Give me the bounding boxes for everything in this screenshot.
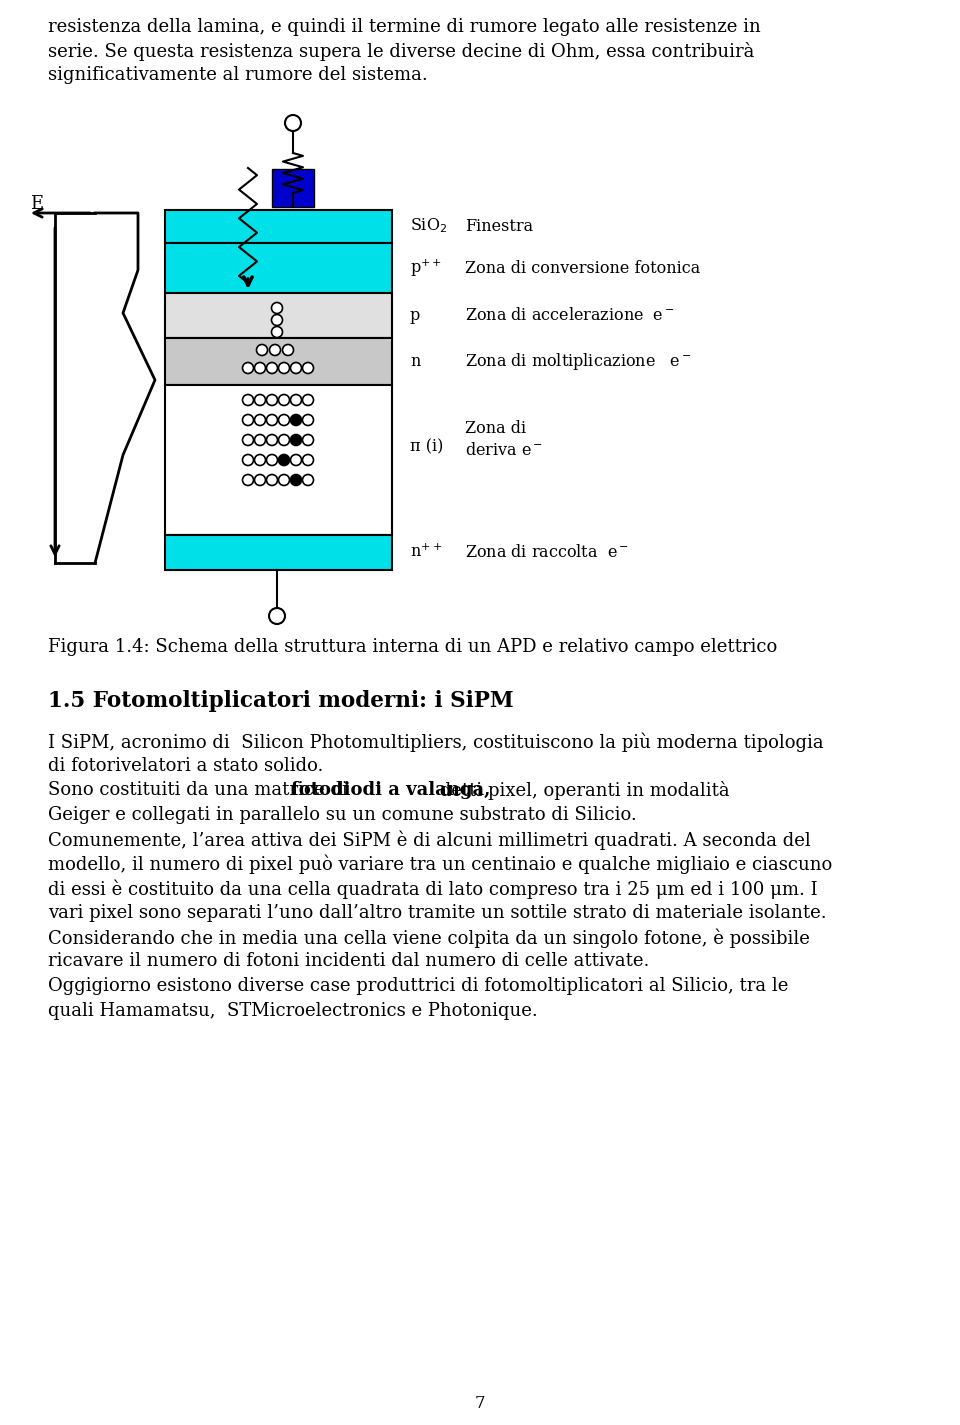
Text: Zona di accelerazione  e$^-$: Zona di accelerazione e$^-$ <box>465 306 675 323</box>
Text: vari pixel sono separati l’uno dall’altro tramite un sottile strato di materiale: vari pixel sono separati l’uno dall’altr… <box>48 903 827 922</box>
Circle shape <box>269 608 285 624</box>
Text: Zona di raccolta  e$^-$: Zona di raccolta e$^-$ <box>465 543 629 560</box>
Circle shape <box>243 435 253 446</box>
Text: di fotorivelatori a stato solido.: di fotorivelatori a stato solido. <box>48 757 324 775</box>
Text: Considerando che in media una cella viene colpita da un singolo fotone, è possib: Considerando che in media una cella vien… <box>48 928 810 948</box>
Circle shape <box>282 345 294 355</box>
Text: deriva e$^-$: deriva e$^-$ <box>465 442 543 459</box>
Text: quali Hamamatsu,  STMicroelectronics e Photonique.: quali Hamamatsu, STMicroelectronics e Ph… <box>48 1002 538 1019</box>
Text: I SiPM, acronimo di  Silicon Photomultipliers, costituiscono la più moderna tipo: I SiPM, acronimo di Silicon Photomultipl… <box>48 732 824 751</box>
Circle shape <box>278 455 290 466</box>
Bar <box>165 209 392 244</box>
Circle shape <box>302 362 314 373</box>
Circle shape <box>254 362 266 373</box>
Circle shape <box>278 435 290 446</box>
Circle shape <box>254 475 266 486</box>
Circle shape <box>267 415 277 426</box>
Circle shape <box>243 455 253 466</box>
Circle shape <box>270 345 280 355</box>
Circle shape <box>291 455 301 466</box>
Circle shape <box>291 395 301 406</box>
Circle shape <box>254 395 266 406</box>
Text: E: E <box>30 195 43 212</box>
Circle shape <box>243 362 253 373</box>
Text: n$^{++}$: n$^{++}$ <box>410 543 443 560</box>
Circle shape <box>302 435 314 446</box>
Circle shape <box>272 326 282 338</box>
Text: Oggigiorno esistono diverse case produttrici di fotomoltiplicatori al Silicio, t: Oggigiorno esistono diverse case produtt… <box>48 978 788 995</box>
Bar <box>165 385 392 534</box>
Circle shape <box>302 415 314 426</box>
Circle shape <box>302 475 314 486</box>
Text: Figura 1.4: Schema della struttura interna di un APD e relativo campo elettrico: Figura 1.4: Schema della struttura inter… <box>48 638 778 656</box>
Text: Zona di conversione fotonica: Zona di conversione fotonica <box>465 259 700 276</box>
Text: SiO$_2$: SiO$_2$ <box>410 217 447 235</box>
Text: detti pixel, operanti in modalità: detti pixel, operanti in modalità <box>434 781 730 799</box>
Circle shape <box>256 345 268 355</box>
Circle shape <box>272 302 282 314</box>
Circle shape <box>267 475 277 486</box>
Circle shape <box>278 362 290 373</box>
Circle shape <box>254 455 266 466</box>
Circle shape <box>243 395 253 406</box>
Circle shape <box>243 415 253 426</box>
Circle shape <box>267 395 277 406</box>
Text: Geiger e collegati in parallelo su un comune substrato di Silicio.: Geiger e collegati in parallelo su un co… <box>48 805 636 824</box>
Text: Sono costituiti da una matrice di: Sono costituiti da una matrice di <box>48 781 353 799</box>
Text: n: n <box>410 352 420 369</box>
Circle shape <box>267 362 277 373</box>
Circle shape <box>278 415 290 426</box>
Text: di essi è costituito da una cella quadrata di lato compreso tra i 25 μm ed i 100: di essi è costituito da una cella quadra… <box>48 879 818 899</box>
Bar <box>165 294 392 338</box>
Circle shape <box>291 435 301 446</box>
Bar <box>165 244 392 294</box>
Circle shape <box>291 415 301 426</box>
Circle shape <box>278 475 290 486</box>
Circle shape <box>243 475 253 486</box>
Bar <box>165 534 392 570</box>
Circle shape <box>267 435 277 446</box>
Text: Comunemente, l’area attiva dei SiPM è di alcuni millimetri quadrati. A seconda d: Comunemente, l’area attiva dei SiPM è di… <box>48 829 811 849</box>
Text: fotodiodi a valanga,: fotodiodi a valanga, <box>291 781 491 799</box>
Circle shape <box>302 455 314 466</box>
Circle shape <box>254 435 266 446</box>
Text: 7: 7 <box>474 1395 486 1412</box>
Circle shape <box>254 415 266 426</box>
Text: p$^{++}$: p$^{++}$ <box>410 258 443 279</box>
Text: π (i): π (i) <box>410 439 444 456</box>
Text: resistenza della lamina, e quindi il termine di rumore legato alle resistenze in: resistenza della lamina, e quindi il ter… <box>48 19 760 36</box>
Circle shape <box>291 362 301 373</box>
Bar <box>165 338 392 385</box>
Bar <box>272 170 314 207</box>
Text: Finestra: Finestra <box>465 218 533 235</box>
Circle shape <box>278 395 290 406</box>
Text: Zona di moltiplicazione   e$^-$: Zona di moltiplicazione e$^-$ <box>465 351 692 372</box>
Text: modello, il numero di pixel può variare tra un centinaio e qualche migliaio e ci: modello, il numero di pixel può variare … <box>48 855 832 874</box>
Circle shape <box>285 115 301 131</box>
Text: p: p <box>410 306 420 323</box>
Text: serie. Se questa resistenza supera le diverse decine di Ohm, essa contribuirà: serie. Se questa resistenza supera le di… <box>48 41 755 61</box>
Circle shape <box>291 475 301 486</box>
Circle shape <box>267 455 277 466</box>
Circle shape <box>302 395 314 406</box>
Text: ricavare il numero di fotoni incidenti dal numero di celle attivate.: ricavare il numero di fotoni incidenti d… <box>48 952 649 970</box>
Text: significativamente al rumore del sistema.: significativamente al rumore del sistema… <box>48 66 428 84</box>
Circle shape <box>272 315 282 325</box>
Text: Zona di: Zona di <box>465 419 526 436</box>
Text: 1.5 Fotomoltiplicatori moderni: i SiPM: 1.5 Fotomoltiplicatori moderni: i SiPM <box>48 690 514 712</box>
